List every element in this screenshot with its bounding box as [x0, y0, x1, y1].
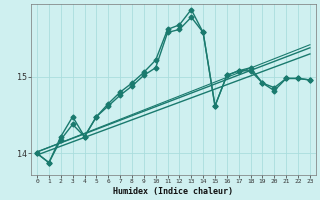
- X-axis label: Humidex (Indice chaleur): Humidex (Indice chaleur): [114, 187, 234, 196]
